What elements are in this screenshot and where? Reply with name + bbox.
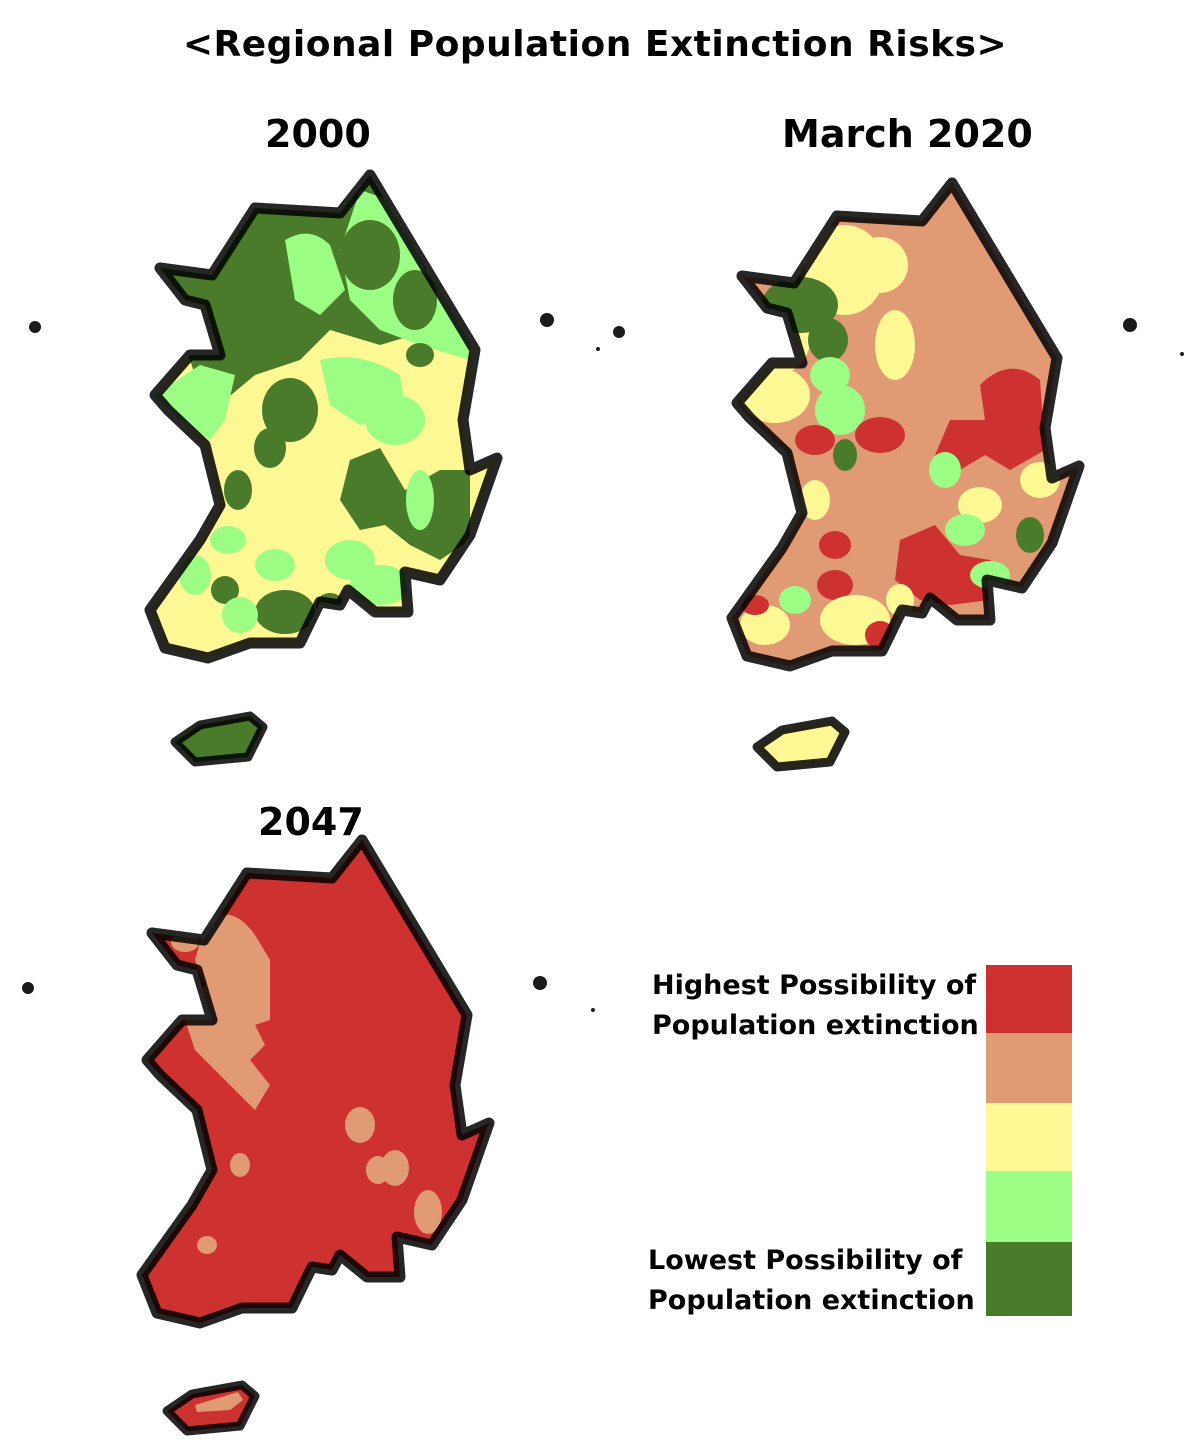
legend-high-label: Highest Possibility of Population extinc… (652, 966, 979, 1046)
map-2047 (22, 840, 595, 1431)
legend-swatch-highest (986, 965, 1072, 1033)
legend-swatch-medium (986, 1103, 1072, 1171)
legend-swatch-lowest (986, 1242, 1072, 1316)
panel-label-march-2020: March 2020 (782, 112, 1033, 156)
legend-swatch-high (986, 1033, 1072, 1103)
map-title: <Regional Population Extinction Risks> (182, 24, 1008, 65)
legend-low-label: Lowest Possibility of Population extinct… (648, 1241, 975, 1321)
legend-low-line2: Population extinction (648, 1285, 975, 1316)
panel-label-2000: 2000 (265, 112, 371, 156)
map-march-2020 (732, 183, 1184, 767)
legend-high-line2: Population extinction (652, 1010, 979, 1041)
map-2000 (29, 160, 625, 762)
panel-label-2047: 2047 (258, 800, 364, 844)
legend-swatch-low (986, 1171, 1072, 1242)
legend-low-line1: Lowest Possibility of (648, 1245, 963, 1276)
legend-high-line1: Highest Possibility of (652, 970, 977, 1001)
